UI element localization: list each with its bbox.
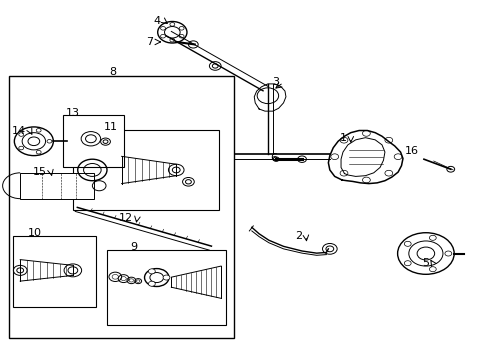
- Bar: [107, 250, 225, 325]
- Text: 8: 8: [109, 67, 117, 77]
- Text: 11: 11: [103, 122, 118, 132]
- Bar: [9, 76, 233, 338]
- Circle shape: [148, 281, 155, 286]
- Text: 12: 12: [119, 213, 133, 222]
- Bar: [73, 130, 219, 211]
- Text: 10: 10: [28, 228, 42, 238]
- Text: 15: 15: [33, 167, 47, 177]
- Text: 3: 3: [272, 77, 279, 87]
- Text: 16: 16: [404, 145, 418, 156]
- Bar: [63, 116, 123, 167]
- Text: 9: 9: [130, 242, 137, 252]
- Text: 1: 1: [339, 133, 346, 143]
- Circle shape: [163, 275, 169, 280]
- Text: 5: 5: [421, 258, 428, 268]
- Text: 6: 6: [270, 153, 277, 163]
- Bar: [20, 173, 94, 199]
- Text: 14: 14: [12, 126, 26, 135]
- Text: 2: 2: [294, 231, 302, 240]
- Bar: [13, 235, 96, 307]
- Text: 7: 7: [145, 37, 153, 47]
- Circle shape: [148, 269, 155, 274]
- Text: 4: 4: [153, 17, 160, 27]
- Text: 13: 13: [65, 108, 80, 118]
